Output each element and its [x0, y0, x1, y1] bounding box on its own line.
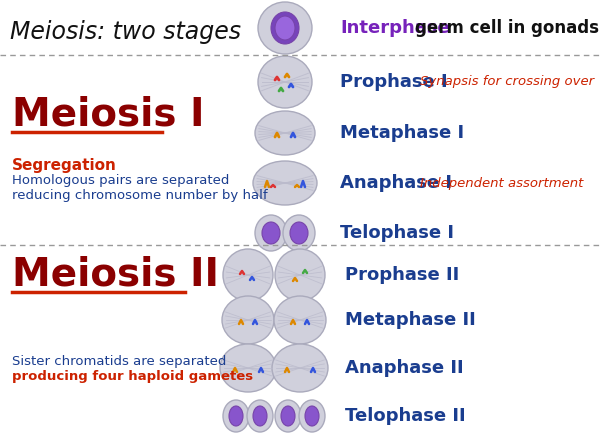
- Text: Independent assortment: Independent assortment: [420, 177, 583, 190]
- Ellipse shape: [255, 111, 315, 155]
- Ellipse shape: [305, 406, 319, 426]
- Ellipse shape: [290, 222, 308, 244]
- Ellipse shape: [299, 400, 325, 432]
- Text: Telophase I: Telophase I: [340, 224, 454, 242]
- Ellipse shape: [247, 400, 273, 432]
- Ellipse shape: [255, 215, 287, 251]
- Text: Homologous pairs are separated
reducing chromosome number by half: Homologous pairs are separated reducing …: [12, 174, 268, 202]
- Text: Telophase II: Telophase II: [345, 407, 465, 425]
- Text: Synapsis for crossing over: Synapsis for crossing over: [420, 76, 594, 89]
- Text: Metaphase I: Metaphase I: [340, 124, 464, 142]
- Ellipse shape: [272, 344, 328, 392]
- Ellipse shape: [262, 222, 280, 244]
- Text: germ cell in gonads: germ cell in gonads: [415, 19, 599, 37]
- Text: Prophase II: Prophase II: [345, 266, 459, 284]
- Ellipse shape: [223, 400, 249, 432]
- Ellipse shape: [220, 344, 276, 392]
- Text: Anaphase I: Anaphase I: [340, 174, 452, 192]
- Text: producing four haploid gametes: producing four haploid gametes: [12, 370, 253, 383]
- Ellipse shape: [275, 16, 295, 40]
- Text: Meiosis: two stages: Meiosis: two stages: [10, 20, 241, 44]
- Ellipse shape: [275, 249, 325, 301]
- Text: Meiosis I: Meiosis I: [12, 95, 205, 133]
- Ellipse shape: [283, 215, 315, 251]
- Text: Segregation: Segregation: [12, 158, 117, 173]
- Ellipse shape: [223, 249, 273, 301]
- Ellipse shape: [281, 406, 295, 426]
- Ellipse shape: [274, 296, 326, 344]
- Text: Metaphase II: Metaphase II: [345, 311, 476, 329]
- Text: Sister chromatids are separated: Sister chromatids are separated: [12, 355, 226, 368]
- Ellipse shape: [222, 296, 274, 344]
- Text: Meiosis II: Meiosis II: [12, 255, 219, 293]
- Text: Anaphase II: Anaphase II: [345, 359, 464, 377]
- Ellipse shape: [258, 2, 312, 54]
- Ellipse shape: [258, 56, 312, 108]
- Ellipse shape: [275, 400, 301, 432]
- Ellipse shape: [271, 12, 299, 44]
- Text: Interphase: Interphase: [340, 19, 450, 37]
- Ellipse shape: [253, 161, 317, 205]
- Text: Prophase I: Prophase I: [340, 73, 448, 91]
- Ellipse shape: [253, 406, 267, 426]
- Ellipse shape: [229, 406, 243, 426]
